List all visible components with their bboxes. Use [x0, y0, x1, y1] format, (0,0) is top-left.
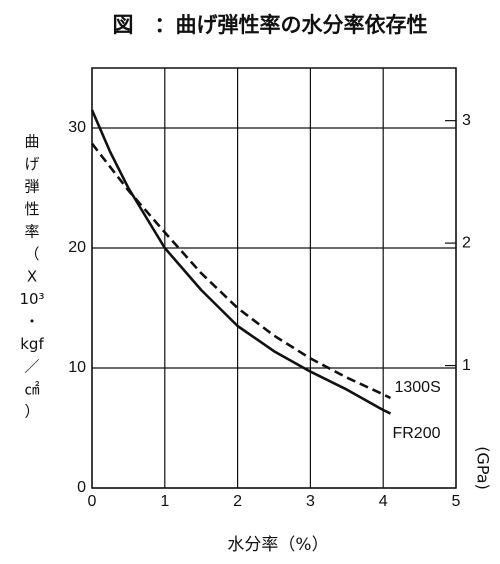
y-axis-label: 性	[24, 200, 39, 218]
y-axis-label: ／	[24, 358, 39, 376]
series-label: 1300S	[394, 379, 440, 396]
y-axis-label: kgf	[20, 335, 44, 353]
y2-axis-label: (GPa)	[474, 446, 493, 490]
x-tick-label: 2	[233, 493, 242, 510]
y-axis-label: 曲	[24, 133, 39, 151]
y-axis-label: ㎠	[24, 380, 39, 398]
y-axis-label: ・	[24, 313, 39, 331]
y-axis-label: 10³	[19, 290, 44, 308]
series-line	[90, 142, 392, 400]
x-tick-label: 0	[88, 493, 97, 510]
x-tick-label: 1	[160, 493, 169, 510]
x-axis-label: 水分率（%）	[227, 535, 328, 555]
chart-title: 図 ：曲げ弾性率の水分率依存性	[113, 13, 428, 37]
y-tick-label: 30	[68, 119, 86, 136]
y-axis-label: 率	[24, 223, 39, 241]
y-tick-label: 20	[68, 239, 86, 256]
y2-tick-label: 1	[462, 357, 471, 374]
y-axis-label: （	[24, 245, 39, 263]
x-tick-label: 5	[452, 493, 461, 510]
series-label: FR200	[392, 425, 440, 442]
series-line	[90, 109, 392, 415]
y2-tick-label: 2	[462, 234, 471, 251]
y-axis-label: 弾	[24, 178, 39, 196]
x-tick-label: 3	[306, 493, 315, 510]
x-tick-label: 4	[379, 493, 388, 510]
y-axis-label: X	[27, 268, 37, 286]
y-axis-label: げ	[24, 155, 39, 173]
y-axis-label: ）	[24, 403, 39, 421]
y-tick-label: 0	[77, 479, 86, 496]
y-tick-label: 10	[68, 359, 86, 376]
y2-tick-label: 3	[462, 112, 471, 129]
